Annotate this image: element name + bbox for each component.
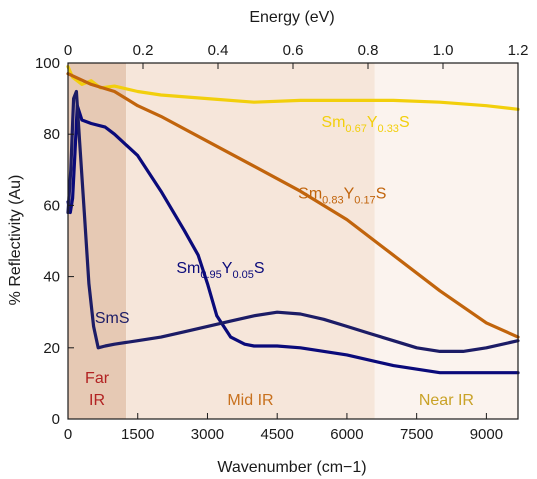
series-label-part: S [376,185,387,202]
region-band-near-ir [374,63,518,419]
axis-ticks: 0 1500 3000 4500 6000 7500 9000 0 0.2 0.4 0.6 0.8 1.… [35,42,528,443]
y-tick-label: 40 [43,269,60,286]
top-tick-label: 1.2 [508,42,529,59]
series-label-part: Sm [176,260,200,277]
top-axis-title: Energy (eV) [249,9,334,26]
x-tick-label: 0 [64,426,72,443]
top-tick-label: 0.6 [283,42,304,59]
series-label-part: 0.33 [378,123,399,135]
series-label-part: 0.95 [200,269,221,281]
series-label-1: Sm0.83Y0.17S [298,185,386,206]
series-label-part: Y [367,114,378,131]
x-tick-label: 3000 [191,426,224,443]
x-tick-label: 4500 [261,426,294,443]
region-band-mid-ir [126,63,375,419]
top-tick-label: 0 [64,42,72,59]
top-tick-label: 0.8 [358,42,379,59]
top-tick-label: 0.4 [208,42,229,59]
series-label-part: SmS [95,310,130,327]
y-tick-label: 100 [35,55,60,72]
series-line-1 [66,72,520,339]
x-tick-label: 7500 [400,426,433,443]
series-line-3 [66,89,520,353]
y-tick-label: 0 [52,411,60,428]
x-tick-label: 6000 [330,426,363,443]
x-axis-title: Wavenumber (cm−1) [217,459,366,476]
top-tick-label: 0.2 [133,42,154,59]
series-label-part: S [254,260,265,277]
x-tick-label: 9000 [470,426,503,443]
region-label-near-ir: Near IR [419,392,474,409]
data-series [66,64,520,375]
series-label-part: S [399,114,410,131]
series-label-part: 0.67 [345,123,366,135]
series-label-2: Sm0.95Y0.05S [176,260,264,281]
series-label-part: Sm [298,185,322,202]
y-tick-label: 60 [43,197,60,214]
y-axis-title: % Reflectivity (Au) [7,175,24,306]
y-tick-label: 20 [43,340,60,357]
series-label-0: Sm0.67Y0.33S [321,114,409,135]
series-label-part: 0.05 [232,269,253,281]
series-label-part: Sm [321,114,345,131]
top-tick-label: 1.0 [433,42,454,59]
spectral-regions [68,63,518,419]
y-tick-label: 80 [43,126,60,143]
series-label-part: 0.83 [322,194,343,206]
region-label-mid-ir: Mid IR [227,392,273,409]
x-tick-label: 1500 [121,426,154,443]
series-label-part: 0.17 [354,194,375,206]
series-label-part: Y [344,185,355,202]
region-label-far-ir: IR [89,392,105,409]
series-label-3: SmS [95,310,130,327]
series-label-part: Y [222,260,233,277]
region-label-far-ir: Far [85,370,110,387]
